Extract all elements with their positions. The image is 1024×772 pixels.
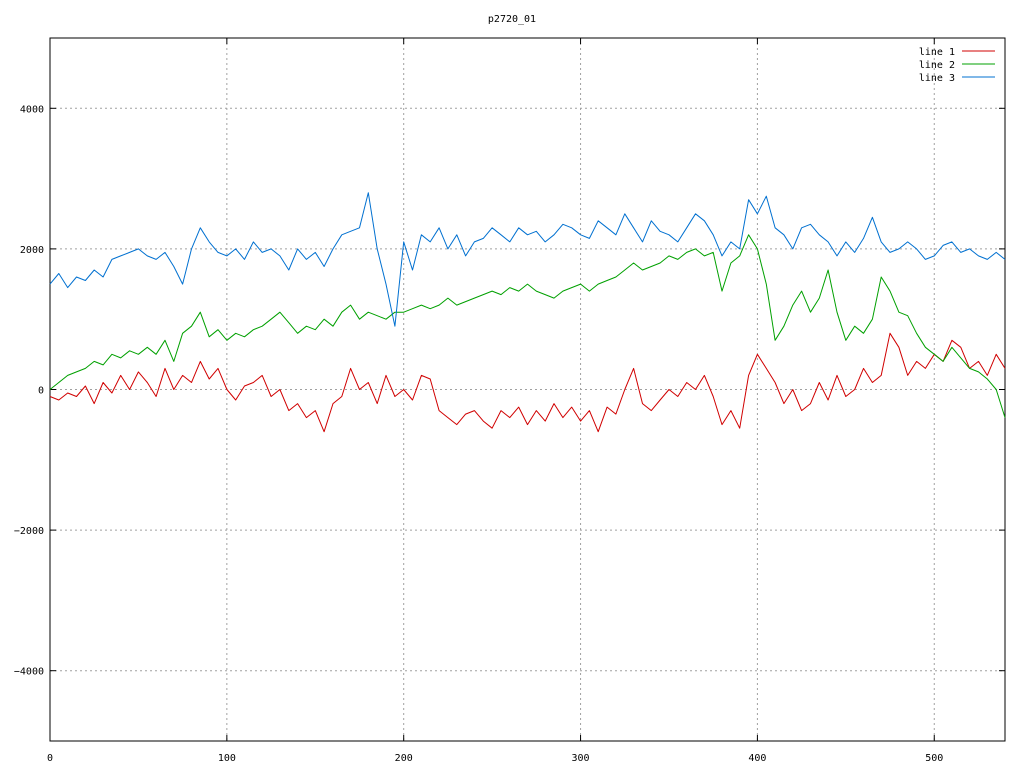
x-tick-label: 400 — [748, 753, 766, 764]
y-tick-label: 2000 — [20, 245, 44, 256]
grid — [50, 38, 1005, 741]
legend-label-3: line 3 — [919, 73, 955, 84]
series-line-3 — [49, 192, 1006, 327]
x-tick-label: 300 — [572, 753, 590, 764]
legend-label-1: line 1 — [919, 47, 955, 58]
x-tick-label: 200 — [395, 753, 413, 764]
x-tick-label: 0 — [47, 753, 53, 764]
x-tick-label: 100 — [218, 753, 236, 764]
y-tick-label: −2000 — [14, 526, 44, 537]
legend-label-2: line 2 — [919, 60, 955, 71]
axis-ticks: 0 100 200 300 400 500 −4000 −2000 0 2000 4000 — [14, 38, 1005, 764]
legend: line 1 line 2 line 3 — [919, 47, 995, 84]
series-line-1 — [49, 332, 1006, 433]
y-tick-label: 4000 — [20, 104, 44, 115]
series-line-2 — [49, 234, 1006, 418]
y-tick-label: 0 — [38, 386, 44, 397]
x-tick-label: 500 — [925, 753, 943, 764]
chart-title: p2720_01 — [488, 14, 536, 25]
y-tick-label: −4000 — [14, 667, 44, 678]
series-group — [49, 192, 1006, 433]
